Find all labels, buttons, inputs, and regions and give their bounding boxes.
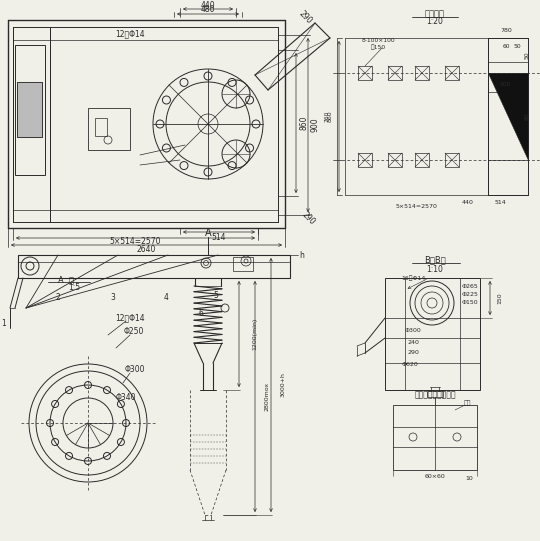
Text: 深150: 深150	[370, 44, 386, 50]
Bar	[358, 153, 372, 167]
Bar	[18, 255, 290, 278]
Bar	[393, 405, 477, 470]
Text: 5: 5	[213, 291, 219, 300]
Text: Φ340: Φ340	[116, 393, 136, 401]
Bar	[358, 66, 372, 80]
Text: Φ250: Φ250	[124, 327, 144, 337]
Text: 514: 514	[212, 233, 226, 241]
Bar	[388, 153, 402, 167]
Text: 60×60: 60×60	[424, 474, 445, 479]
Text: h: h	[300, 250, 305, 260]
Text: 楼板: 楼板	[463, 400, 471, 406]
Text: 2640: 2640	[136, 245, 156, 254]
Text: 60: 60	[502, 43, 510, 49]
Text: 2: 2	[56, 294, 60, 302]
Text: 100: 100	[500, 82, 511, 88]
Text: Φ225: Φ225	[462, 293, 478, 298]
Text: 900: 900	[310, 118, 320, 133]
Text: 12－Φ14: 12－Φ14	[115, 313, 145, 322]
Text: 2800mox: 2800mox	[265, 381, 269, 411]
Bar	[233, 257, 253, 271]
Text: Φ150: Φ150	[462, 300, 478, 306]
Text: 16－Φ14: 16－Φ14	[402, 275, 426, 281]
Text: 60: 60	[524, 112, 530, 120]
Text: 440: 440	[462, 201, 474, 206]
Text: 860: 860	[300, 116, 308, 130]
Text: 5×514=2570: 5×514=2570	[109, 237, 161, 247]
Text: 12－Φ14: 12－Φ14	[115, 30, 145, 38]
Text: 290: 290	[300, 210, 316, 226]
Text: 290: 290	[407, 349, 419, 354]
Text: 150: 150	[497, 292, 503, 304]
Bar	[415, 153, 429, 167]
Text: 780: 780	[500, 28, 512, 32]
Bar	[17, 82, 42, 137]
Text: Φ265: Φ265	[462, 285, 478, 289]
Text: Φ300: Φ300	[125, 366, 145, 374]
Bar	[415, 66, 429, 80]
Text: 楼板直接钻通示意图: 楼板直接钻通示意图	[414, 391, 456, 399]
Text: 290: 290	[296, 9, 313, 25]
Text: 8-100×100: 8-100×100	[361, 37, 395, 43]
Text: 10: 10	[465, 477, 473, 481]
Text: 1:10: 1:10	[427, 265, 443, 274]
Text: 480: 480	[201, 5, 215, 15]
Text: 440: 440	[201, 2, 215, 10]
Bar	[388, 66, 402, 80]
Bar	[88, 108, 130, 150]
Text: 240: 240	[407, 340, 419, 345]
Text: 1200(min): 1200(min)	[253, 318, 258, 350]
Text: 基础孔图: 基础孔图	[425, 10, 445, 18]
Text: B－B向: B－B向	[424, 255, 446, 265]
Polygon shape	[488, 73, 528, 160]
Text: 1: 1	[2, 319, 6, 327]
Text: 3000+h: 3000+h	[280, 373, 286, 398]
Text: 514: 514	[494, 201, 506, 206]
Text: 860: 860	[327, 110, 333, 122]
Text: 3: 3	[111, 294, 116, 302]
Text: 50: 50	[524, 51, 530, 59]
Bar	[445, 66, 459, 80]
Bar	[385, 278, 480, 390]
Text: 1:20: 1:20	[427, 17, 443, 27]
Text: 5×514=2570: 5×514=2570	[395, 204, 437, 209]
Text: A: A	[205, 228, 211, 238]
Text: 760: 760	[325, 110, 329, 122]
Text: A  向: A 向	[58, 275, 74, 285]
Bar	[445, 153, 459, 167]
Text: 6: 6	[199, 308, 204, 318]
Bar	[15, 45, 45, 175]
Bar	[17, 82, 42, 137]
Text: Φ300: Φ300	[404, 327, 421, 333]
Text: 50: 50	[513, 43, 521, 49]
Text: 1:5: 1:5	[68, 283, 80, 293]
Text: 4: 4	[164, 294, 168, 302]
Bar	[427, 391, 443, 397]
Bar	[95, 118, 107, 136]
Text: Φ620: Φ620	[402, 362, 418, 367]
